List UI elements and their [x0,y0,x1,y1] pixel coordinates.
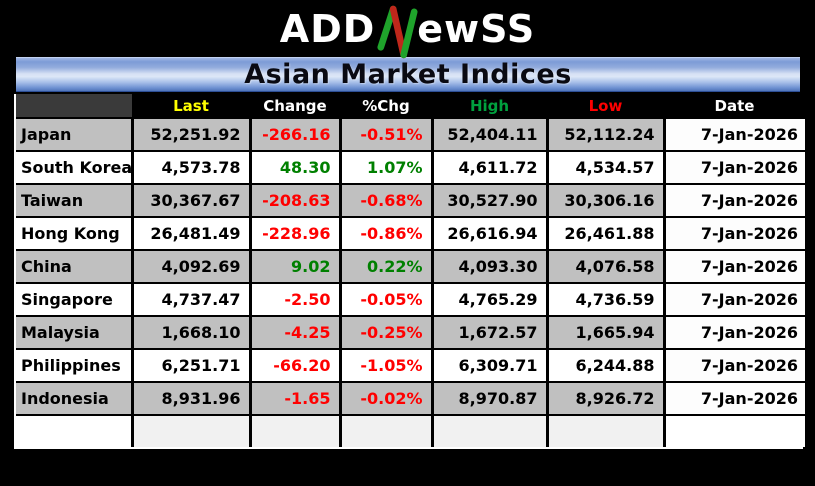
last-cell: 1,668.10 [130,315,252,350]
pct-cell: -0.05% [338,282,434,317]
last-cell: 8,931.96 [130,381,252,416]
change-cell: 48.30 [248,150,342,185]
date-cell: 7-Jan-2026 [662,150,805,185]
last-cell: 4,092.69 [130,249,252,284]
low-cell: 4,076.58 [545,249,666,284]
country-cell: Japan [16,117,134,152]
pct-cell: -0.68% [338,183,434,218]
change-cell: -208.63 [248,183,342,218]
last-cell: 26,481.49 [130,216,252,251]
market-news-graphic: ADD ewSS Asian Market Indices Last Chang… [0,0,815,449]
date-cell: 7-Jan-2026 [662,249,805,284]
change-cell: -66.20 [248,348,342,383]
high-cell: 1,672.57 [430,315,549,350]
low-cell: 8,926.72 [545,381,666,416]
low-cell: 30,306.16 [545,183,666,218]
pct-cell: -1.05% [338,348,434,383]
pct-cell: -0.86% [338,216,434,251]
market-table-body: Japan 52,251.92 -266.16 -0.51% 52,404.11 52,1… [16,117,805,447]
table-row: Japan 52,251.92 -266.16 -0.51% 52,404.11 52,1… [16,117,805,152]
empty-cell [545,414,666,447]
high-cell: 6,309.71 [430,348,549,383]
table-row: Singapore 4,737.47 -2.50 -0.05% 4,765.29 4,73… [16,282,805,317]
last-cell: 4,573.78 [130,150,252,185]
empty-cell [130,414,252,447]
title-bar: Asian Market Indices [16,57,800,92]
country-cell: Indonesia [16,381,134,416]
change-cell: -2.50 [248,282,342,317]
high-cell: 4,611.72 [430,150,549,185]
low-cell: 26,461.88 [545,216,666,251]
table-row: Taiwan 30,367.67 -208.63 -0.68% 30,527.90 30,… [16,183,805,218]
low-cell: 6,244.88 [545,348,666,383]
change-cell: -4.25 [248,315,342,350]
table-row: Philippines 6,251.71 -66.20 -1.05% 6,309.71 6… [16,348,805,383]
pct-cell: -0.02% [338,381,434,416]
header-pctchg: %Chg [340,94,432,118]
country-cell: South Korea [16,150,134,185]
trend-n-icon [377,5,418,58]
low-cell: 52,112.24 [545,117,666,152]
empty-cell [16,414,134,447]
header-low: Low [547,94,664,118]
empty-cell [338,414,434,447]
header-row: Last Change %Chg High Low Date [16,94,805,118]
pct-cell: 0.22% [338,249,434,284]
country-cell: Philippines [16,348,134,383]
low-cell: 1,665.94 [545,315,666,350]
table-row: China 4,092.69 9.02 0.22% 4,093.30 4,076.58 7-… [16,249,805,284]
date-cell: 7-Jan-2026 [662,282,805,317]
pct-cell: -0.25% [338,315,434,350]
country-cell: Hong Kong [16,216,134,251]
high-cell: 4,765.29 [430,282,549,317]
page-title: Asian Market Indices [244,59,572,90]
logo-text-after: ewSS [417,6,536,51]
last-cell: 30,367.67 [130,183,252,218]
country-cell: Malaysia [16,315,134,350]
low-cell: 4,736.59 [545,282,666,317]
header-last: Last [132,94,250,118]
low-cell: 4,534.57 [545,150,666,185]
country-cell: China [16,249,134,284]
last-cell: 6,251.71 [130,348,252,383]
high-cell: 30,527.90 [430,183,549,218]
last-cell: 52,251.92 [130,117,252,152]
change-cell: -1.65 [248,381,342,416]
pct-cell: 1.07% [338,150,434,185]
change-cell: -266.16 [248,117,342,152]
header-country [16,94,132,118]
market-table-container: Last Change %Chg High Low Date Japan 52,2… [14,94,805,449]
high-cell: 26,616.94 [430,216,549,251]
empty-cell [662,414,805,447]
change-cell: 9.02 [248,249,342,284]
date-cell: 7-Jan-2026 [662,117,805,152]
country-cell: Taiwan [16,183,134,218]
header-date: Date [664,94,805,118]
table-row: Malaysia 1,668.10 -4.25 -0.25% 1,672.57 1,665… [16,315,805,350]
table-row: Hong Kong 26,481.49 -228.96 -0.86% 26,616.94… [16,216,805,251]
pct-cell: -0.51% [338,117,434,152]
header-high: High [432,94,547,118]
date-cell: 7-Jan-2026 [662,216,805,251]
country-cell: Singapore [16,282,134,317]
change-cell: -228.96 [248,216,342,251]
last-cell: 4,737.47 [130,282,252,317]
header-change: Change [250,94,340,118]
empty-cell [248,414,342,447]
date-cell: 7-Jan-2026 [662,315,805,350]
table-row: Indonesia 8,931.96 -1.65 -0.02% 8,970.87 8,92… [16,381,805,416]
high-cell: 8,970.87 [430,381,549,416]
market-table: Last Change %Chg High Low Date Japan 52,2… [16,94,805,447]
date-cell: 7-Jan-2026 [662,381,805,416]
high-cell: 52,404.11 [430,117,549,152]
table-row: South Korea 4,573.78 48.30 1.07% 4,611.72 4,5… [16,150,805,185]
date-cell: 7-Jan-2026 [662,183,805,218]
empty-cell [430,414,549,447]
empty-row [16,414,805,447]
logo-text-before: ADD [279,6,376,51]
logo: ADD ewSS [0,0,815,58]
date-cell: 7-Jan-2026 [662,348,805,383]
high-cell: 4,093.30 [430,249,549,284]
